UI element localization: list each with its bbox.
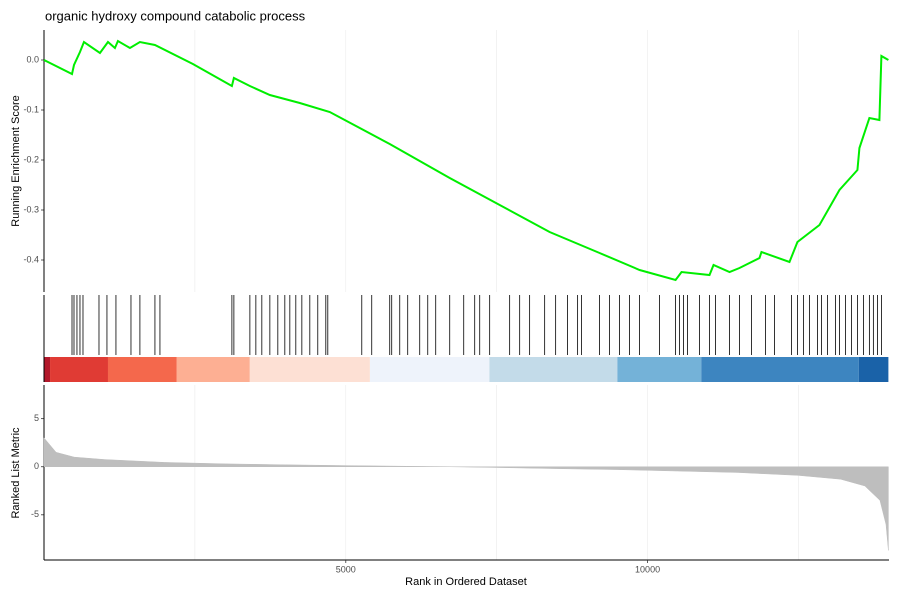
y-tick-label: 0 [34,461,39,471]
y-tick-label: -0.1 [23,104,39,114]
y-tick-label: 5 [34,413,39,423]
rank-band [858,357,889,382]
y-tick-label: 0.0 [26,54,39,64]
enrichment-line [43,39,889,282]
rank-band [176,357,250,382]
y-axis-label: Ranked List Metric [10,427,22,519]
rank-band [107,357,177,382]
y-tick-label: -0.4 [23,254,39,264]
y-tick-label: -0.3 [23,204,39,214]
rank-band [369,357,490,382]
x-tick-label: 5000 [336,564,356,574]
chart-title: organic hydroxy compound catabolic proce… [45,8,306,23]
rank-band [617,357,702,382]
x-tick-label: 10000 [635,564,660,574]
metric-area [43,437,889,551]
x-axis-label: Rank in Ordered Dataset [405,576,527,588]
rank-band [50,357,108,382]
y-tick-label: -0.2 [23,154,39,164]
y-axis-label: Running Enrichment Score [10,95,22,226]
rank-band [249,357,370,382]
rank-band [489,357,618,382]
y-tick-label: -5 [31,509,39,519]
rank-band [701,357,859,382]
rank-band [44,357,51,382]
